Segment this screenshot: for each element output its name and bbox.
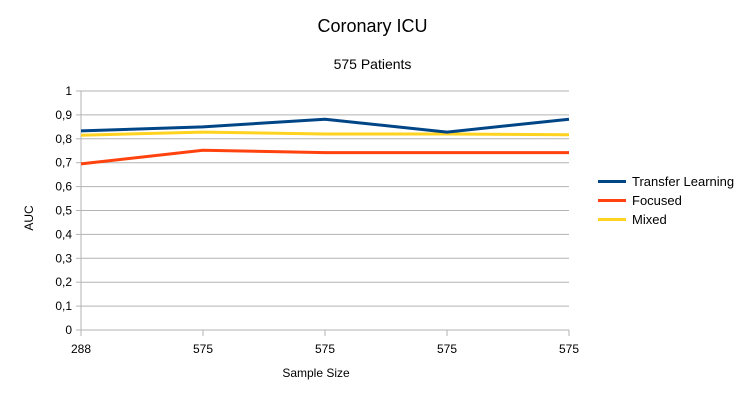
y-tick-label: 0,7: [55, 156, 72, 170]
y-tick-label: 0,5: [55, 204, 72, 218]
y-tick-label: 0: [65, 323, 72, 337]
y-tick-label: 0,9: [55, 108, 72, 122]
legend-label-mixed: Mixed: [632, 212, 667, 227]
legend: Transfer Learning Focused Mixed: [598, 172, 734, 229]
x-axis-label: Sample Size: [282, 366, 350, 380]
legend-label-transfer-learning: Transfer Learning: [632, 174, 735, 189]
legend-item-transfer-learning: Transfer Learning: [598, 172, 734, 191]
legend-label-focused: Focused: [632, 193, 682, 208]
legend-swatch-transfer-learning: [598, 180, 626, 183]
x-tick-label: 288: [71, 342, 91, 356]
legend-swatch-mixed: [598, 218, 626, 221]
y-tick-label: 0,1: [55, 299, 72, 313]
x-tick-label: 575: [437, 342, 457, 356]
y-tick-label: 0,3: [55, 251, 72, 265]
series-line-transfer-learning: [80, 117, 570, 134]
legend-item-focused: Focused: [598, 191, 734, 210]
y-axis-label: AUC: [22, 205, 36, 231]
y-tick-label: 0,8: [55, 132, 72, 146]
chart-title: Coronary ICU: [317, 16, 428, 36]
legend-item-mixed: Mixed: [598, 210, 734, 229]
y-tick-label: 0,6: [55, 180, 72, 194]
x-tick-label: 575: [315, 342, 335, 356]
y-tick-label: 1: [65, 84, 72, 98]
y-tick-label: 0,4: [55, 227, 72, 241]
legend-swatch-focused: [598, 199, 626, 202]
series-line-mixed: [80, 130, 570, 137]
x-tick-label: 575: [193, 342, 213, 356]
x-tick-label: 575: [559, 342, 579, 356]
y-tick-label: 0,2: [55, 275, 72, 289]
series-line-focused: [80, 148, 569, 166]
chart-subtitle: 575 Patients: [333, 56, 412, 72]
